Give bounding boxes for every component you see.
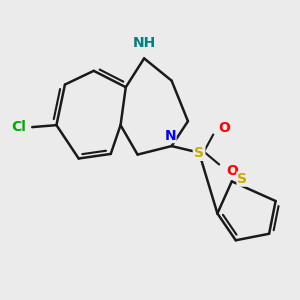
Text: NH: NH <box>133 36 156 50</box>
Text: N: N <box>164 128 176 142</box>
Text: O: O <box>218 121 230 135</box>
Text: S: S <box>237 172 247 186</box>
Text: Cl: Cl <box>11 120 26 134</box>
Text: S: S <box>194 146 204 160</box>
Text: O: O <box>226 164 238 178</box>
